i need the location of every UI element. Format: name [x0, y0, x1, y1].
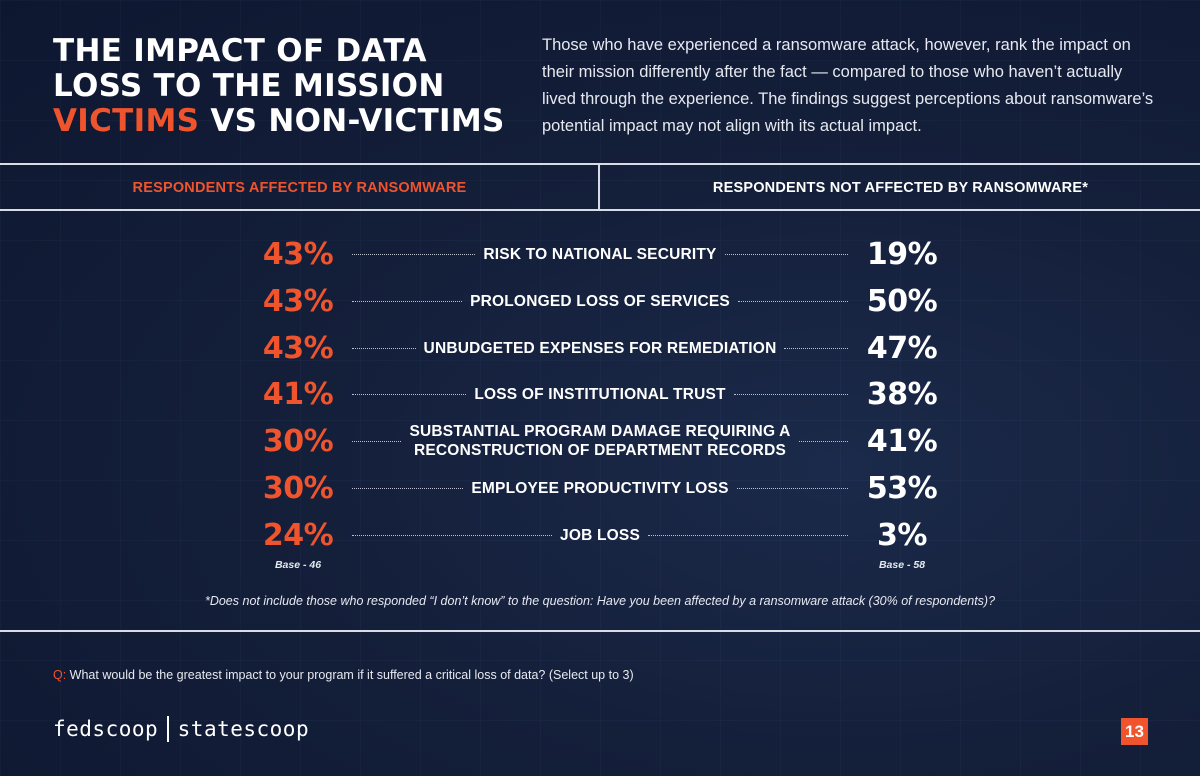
title-line-2: LOSS TO THE MISSION: [53, 68, 445, 104]
row-label-zone: RISK TO NATIONAL SECURITY: [344, 234, 856, 274]
dotted-leader: [724, 253, 848, 255]
affected-percent: 43%: [262, 283, 334, 319]
affected-percent: 41%: [262, 376, 334, 412]
column-header-not-affected: RESPONDENTS NOT AFFECTED BY RANSOMWARE*: [712, 179, 1089, 196]
affected-percent: 30%: [262, 423, 334, 459]
row-label-zone: PROLONGED LOSS OF SERVICES: [344, 281, 856, 321]
dotted-leader: [352, 487, 464, 489]
dotted-leader: [352, 300, 463, 302]
impact-label-line: RECONSTRUCTION OF DEPARTMENT RECORDS: [413, 442, 787, 459]
affected-percent: 43%: [262, 330, 334, 366]
impact-label-line: RISK TO NATIONAL SECURITY: [483, 245, 717, 263]
page-title: THE IMPACT OF DATA LOSS TO THE MISSION V…: [53, 34, 523, 139]
dotted-leader: [352, 253, 476, 255]
not-affected-percent: 53%: [866, 470, 938, 506]
column-header-affected: RESPONDENTS AFFECTED BY RANSOMWARE: [132, 179, 467, 196]
not-affected-percent: 50%: [866, 283, 938, 319]
row-label-zone: EMPLOYEE PRODUCTIVITY LOSS: [344, 468, 856, 508]
brand-statescoop: statescoop: [177, 717, 310, 741]
dotted-leader: [352, 347, 416, 349]
dotted-leader: [648, 534, 849, 536]
dotted-leader: [737, 300, 849, 302]
row-label-zone: SUBSTANTIAL PROGRAM DAMAGE REQUIRING A RE…: [344, 421, 856, 461]
brand-logo: fedscoop statescoop: [53, 716, 309, 742]
impact-label-line: PROLONGED LOSS OF SERVICES: [470, 292, 730, 310]
impact-label: EMPLOYEE PRODUCTIVITY LOSS: [471, 479, 728, 498]
brand-fedscoop: fedscoop: [53, 717, 159, 741]
footnote: *Does not include those who responded “I…: [204, 594, 996, 608]
intro-paragraph: Those who have experienced a ransomware …: [542, 36, 1154, 135]
affected-percent: 30%: [262, 470, 334, 506]
table-row: 43% PROLONGED LOSS OF SERVICES 50%: [250, 281, 950, 321]
not-affected-percent: 38%: [866, 376, 938, 412]
table-row: 30% EMPLOYEE PRODUCTIVITY LOSS 53%: [250, 468, 950, 508]
header-bottom-divider: [0, 209, 1200, 211]
impact-label: LOSS OF INSTITUTIONAL TRUST: [474, 385, 725, 404]
dotted-leader: [736, 487, 849, 489]
page-number-badge: 13: [1121, 718, 1148, 745]
question-prefix: Q:: [53, 668, 67, 682]
dotted-leader: [784, 347, 849, 349]
dotted-leader: [352, 534, 553, 536]
affected-percent: 24%: [262, 517, 334, 553]
impact-label: UNBUDGETED EXPENSES FOR REMEDIATION: [424, 339, 777, 358]
impact-label: SUBSTANTIAL PROGRAM DAMAGE REQUIRING A RE…: [409, 422, 790, 460]
dotted-leader: [798, 440, 849, 442]
impact-label: PROLONGED LOSS OF SERVICES: [470, 292, 730, 311]
not-affected-percent: 47%: [866, 330, 938, 366]
question-text: What would be the greatest impact to you…: [66, 668, 634, 682]
impact-label: RISK TO NATIONAL SECURITY: [483, 245, 716, 264]
row-label-zone: LOSS OF INSTITUTIONAL TRUST: [344, 374, 856, 414]
table-row: 43% UNBUDGETED EXPENSES FOR REMEDIATION 47…: [250, 328, 950, 368]
affected-percent: 43%: [262, 236, 334, 272]
base-affected: Base - 46: [274, 559, 322, 571]
brand-separator: [167, 716, 169, 742]
table-row: 41% LOSS OF INSTITUTIONAL TRUST 38%: [250, 374, 950, 414]
impact-label: JOB LOSS: [560, 526, 640, 545]
impact-label-line: JOB LOSS: [560, 526, 640, 544]
page-header: THE IMPACT OF DATA LOSS TO THE MISSION V…: [0, 0, 1200, 164]
table-row: 30% SUBSTANTIAL PROGRAM DAMAGE REQUIRING …: [250, 421, 950, 461]
dotted-leader: [733, 393, 849, 395]
impact-label-line: LOSS OF INSTITUTIONAL TRUST: [474, 385, 726, 403]
impact-label-line: SUBSTANTIAL PROGRAM DAMAGE REQUIRING A: [409, 423, 791, 440]
impact-label-line: UNBUDGETED EXPENSES FOR REMEDIATION: [423, 339, 777, 357]
not-affected-percent: 19%: [866, 236, 938, 272]
row-label-zone: UNBUDGETED EXPENSES FOR REMEDIATION: [344, 328, 856, 368]
not-affected-percent: 3%: [877, 517, 927, 553]
title-accent: VICTIMS: [53, 103, 200, 139]
top-divider: [0, 163, 1200, 165]
dotted-leader: [352, 393, 467, 395]
base-not-affected: Base - 58: [878, 559, 926, 571]
bottom-divider: [0, 630, 1200, 632]
impact-label-line: EMPLOYEE PRODUCTIVITY LOSS: [471, 479, 729, 497]
row-label-zone: JOB LOSS: [344, 515, 856, 555]
table-row: 24% JOB LOSS 3%: [250, 515, 950, 555]
title-rest: VS NON-VICTIMS: [199, 103, 505, 139]
survey-question: Q: What would be the greatest impact to …: [53, 668, 634, 682]
title-line-1: THE IMPACT OF DATA: [53, 33, 427, 69]
dotted-leader: [352, 440, 402, 442]
not-affected-percent: 41%: [866, 423, 938, 459]
column-divider: [598, 165, 600, 210]
table-row: 43% RISK TO NATIONAL SECURITY 19%: [250, 234, 950, 274]
